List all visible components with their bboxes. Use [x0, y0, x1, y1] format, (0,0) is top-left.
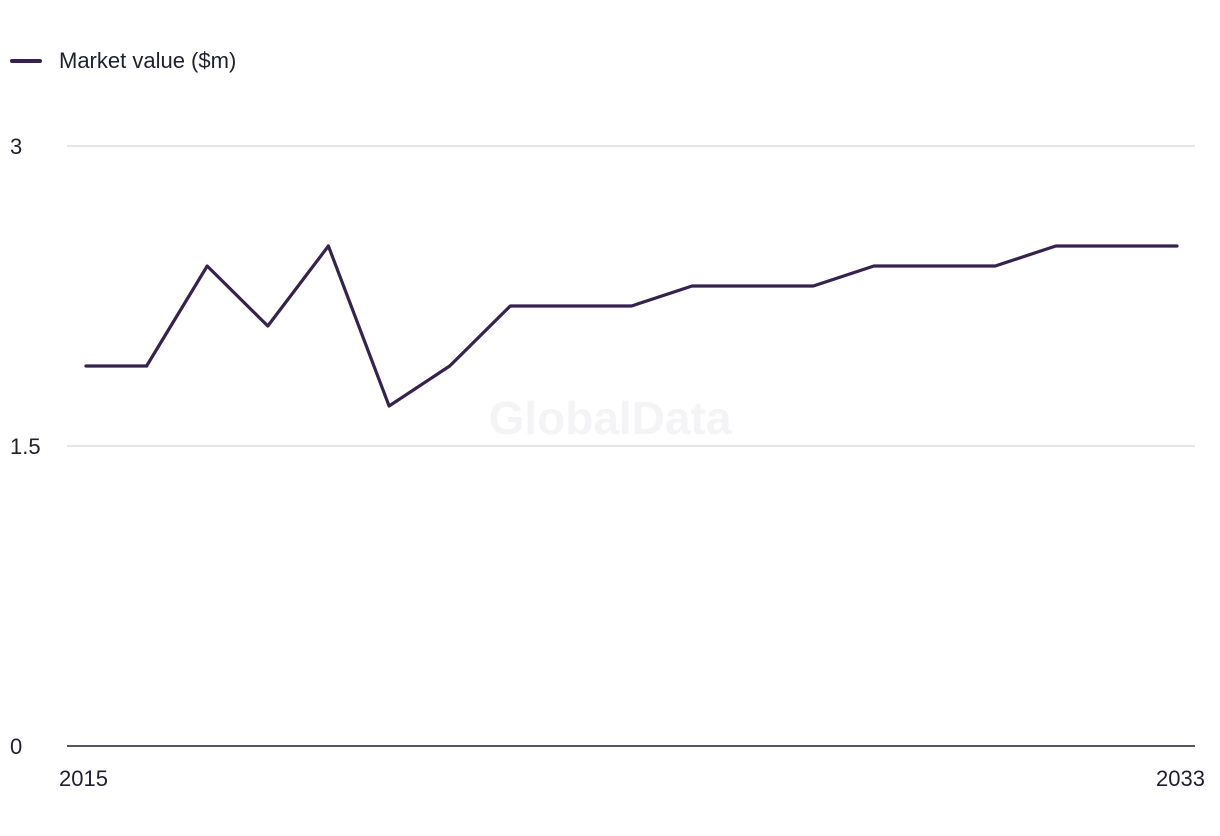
series-line: [84, 244, 1179, 408]
y-tick-label: 1.5: [10, 434, 41, 459]
x-tick-label: 2015: [59, 766, 108, 791]
watermark-text: GlobalData: [489, 392, 732, 444]
y-tick-label: 0: [10, 734, 22, 759]
y-tick-label: 3: [10, 134, 22, 159]
x-tick-label: 2033: [1156, 766, 1205, 791]
legend-label: Market value ($m): [59, 48, 237, 73]
legend-swatch: [10, 59, 42, 63]
legend: Market value ($m): [10, 44, 236, 78]
